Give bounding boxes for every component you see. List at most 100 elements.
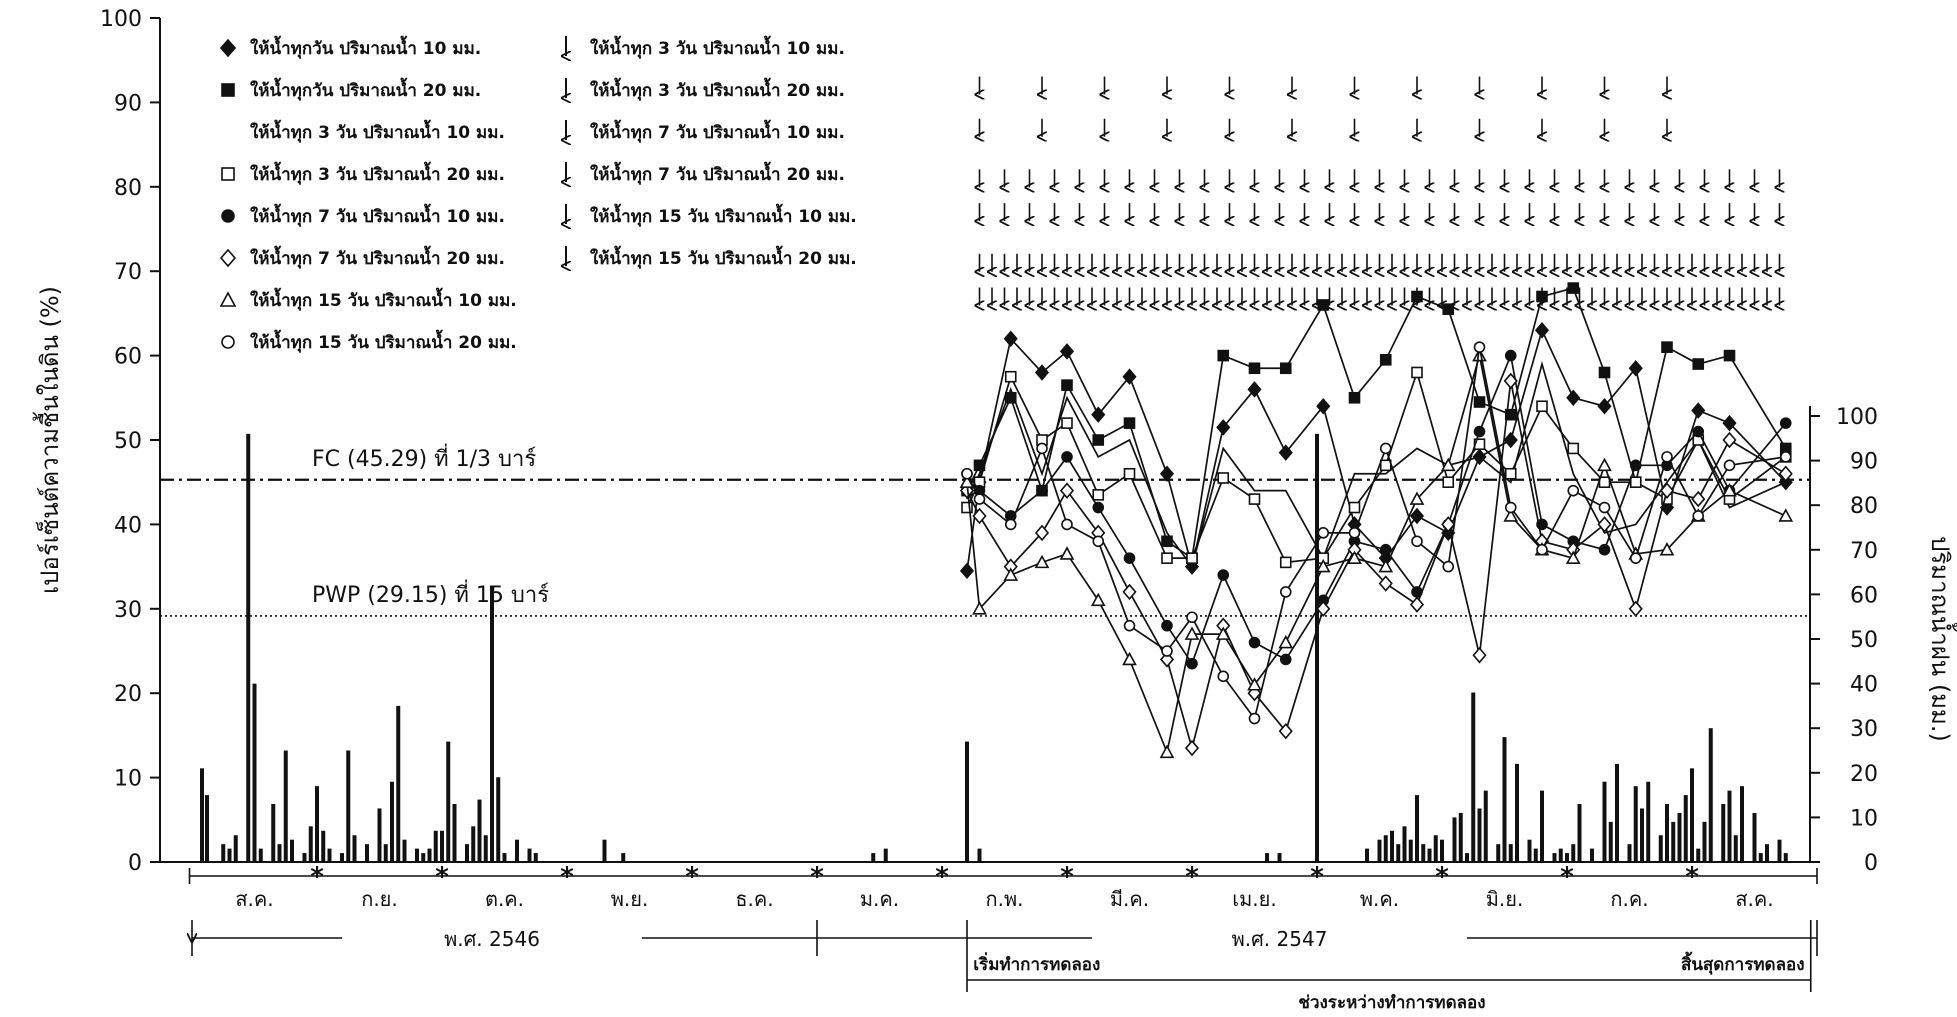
rainfall-bars — [200, 433, 1788, 862]
rainfall-bar — [1496, 844, 1501, 862]
y-tick-label-right: 10 — [1850, 806, 1878, 831]
rainfall-bar — [1433, 835, 1438, 862]
month-separator: * — [1435, 862, 1449, 892]
marker-diamond — [1628, 600, 1643, 618]
marker-circle — [1598, 501, 1611, 514]
marker-circle — [1279, 653, 1292, 666]
marker-diamond — [1659, 482, 1675, 499]
rainfall-bar — [1783, 853, 1788, 862]
month-label: มี.ค. — [1110, 887, 1149, 911]
marker-circle — [1092, 501, 1105, 514]
rainfall-bar — [527, 848, 532, 862]
rainfall-bar — [221, 844, 226, 862]
rainfall-bar — [421, 853, 426, 862]
marker-square — [1061, 417, 1073, 429]
month-separator: * — [310, 862, 324, 892]
rainfall-bar — [1540, 790, 1544, 862]
month-label: พ.ย. — [611, 887, 649, 911]
marker-triangle — [1059, 546, 1075, 560]
y-tick-label-left: 30 — [114, 598, 142, 623]
marker-circle — [1279, 586, 1292, 598]
marker-diamond — [1184, 739, 1200, 757]
rainfall-bar — [1752, 812, 1757, 862]
rainfall-bar — [1502, 737, 1507, 862]
rainfall-bar — [1515, 763, 1519, 862]
rainfall-bar — [365, 844, 369, 862]
rainfall-bar — [290, 839, 294, 862]
marker-diamond — [1247, 381, 1262, 398]
rainfall-bar — [477, 799, 482, 862]
rainfall-bar — [1277, 853, 1282, 862]
month-separator: * — [1185, 862, 1199, 892]
legend-label: ให้น้ำทุกวัน ปริมาณน้ำ 20 มม. — [250, 77, 481, 101]
rainfall-bar — [340, 853, 344, 862]
rainfall-bar — [1683, 795, 1688, 862]
marker-circle — [1473, 341, 1486, 353]
month-label: ก.ค. — [1610, 887, 1648, 911]
marker-circle — [1629, 459, 1642, 472]
rainfall-bar — [377, 808, 382, 862]
marker-square — [1379, 459, 1392, 472]
reference-lines: FC (45.29) ที่ 1/3 บาร์ PWP (29.15) ที่ 1… — [160, 443, 1810, 617]
month-separator: * — [435, 862, 449, 892]
marker-triangle — [1472, 347, 1487, 362]
rainfall-bar — [515, 839, 519, 862]
rainfall-bar — [427, 848, 432, 862]
marker-diamond — [1378, 575, 1393, 592]
year-2547-label: พ.ศ. 2547 — [1232, 927, 1328, 951]
marker-triangle — [1159, 744, 1175, 759]
rainfall-bar — [1740, 786, 1744, 862]
month-separator: * — [685, 862, 699, 892]
marker-diamond — [1472, 646, 1487, 664]
marker-circle — [1186, 611, 1198, 624]
marker-square — [1723, 349, 1736, 362]
rainfall-bar — [871, 853, 876, 862]
marker-triangle — [1278, 634, 1294, 649]
rainfall-bar — [1733, 835, 1738, 862]
rainfall-bar — [1590, 848, 1594, 862]
month-label: พ.ค. — [1360, 887, 1399, 911]
marker-diamond — [1003, 330, 1018, 347]
marker-circle — [1598, 543, 1611, 556]
marker-circle — [1379, 442, 1392, 455]
marker-square — [1442, 476, 1455, 489]
marker-triangle — [1184, 626, 1200, 640]
rainfall-bar — [1427, 848, 1432, 862]
rainfall-bar — [327, 848, 332, 862]
rainfall-bar — [1677, 812, 1682, 862]
rainfall-bar — [1477, 808, 1482, 862]
marker-triangle — [1722, 482, 1737, 497]
y-axis-title-left: เปอร์เซ็นต์ความชื้นในดิน (%) — [32, 286, 64, 594]
marker-square — [1536, 400, 1548, 413]
irrigation-arrows — [980, 76, 1780, 306]
marker-diamond — [1503, 372, 1518, 390]
marker-circle — [1061, 451, 1073, 463]
rainfall-bar — [621, 853, 626, 862]
rainfall-bar — [346, 750, 351, 862]
rainfall-bar — [496, 777, 501, 862]
marker-triangle — [1409, 491, 1425, 505]
marker-triangle — [1034, 554, 1050, 569]
marker-circle — [1442, 560, 1455, 573]
marker-circle — [1779, 451, 1792, 463]
rainfall-bar — [502, 853, 507, 862]
y-tick-label-left: 60 — [114, 345, 142, 370]
rainfall-bar — [1377, 839, 1382, 862]
legend-label: ให้น้ำทุก 7 วัน ปริมาณน้ำ 10 มม. — [250, 203, 505, 227]
y-tick-label-right: 90 — [1850, 450, 1878, 475]
marker-square — [221, 83, 235, 97]
month-label: ต.ค. — [485, 887, 524, 911]
y-tick-label-right: 60 — [1850, 583, 1878, 608]
month-separator: * — [810, 862, 824, 892]
marker-diamond — [1409, 596, 1425, 613]
marker-square — [1217, 349, 1230, 362]
y-tick-label-left: 10 — [114, 767, 142, 792]
series-group — [959, 322, 1793, 580]
marker-triangle — [1122, 651, 1137, 666]
marker-square — [1092, 434, 1105, 446]
marker-circle — [1379, 543, 1392, 556]
marker-square — [1348, 391, 1361, 404]
marker-triangle — [1215, 626, 1231, 640]
y-axis-title-right: ปริมาณน้ำฝน (มม.) — [1926, 536, 1957, 742]
marker-circle — [1061, 518, 1073, 531]
